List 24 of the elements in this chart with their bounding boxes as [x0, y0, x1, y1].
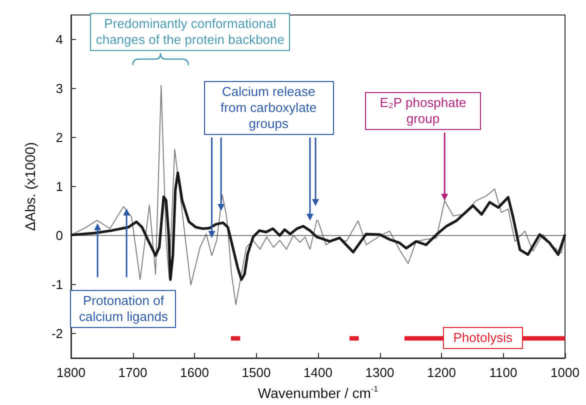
x-tick-label: 1400: [304, 365, 332, 380]
annotation: Predominantly conformational changes of the protein backbone: [90, 13, 290, 52]
y-tick-label: 1: [56, 179, 63, 194]
y-tick-label: 3: [56, 81, 63, 96]
annotation: Calcium release from carboxylate groups: [204, 81, 334, 136]
annotation: E₂P phosphate group: [364, 92, 481, 130]
y-tick-label: 4: [56, 32, 63, 47]
x-tick-label: 1600: [180, 365, 209, 380]
x-tick-label: 1800: [56, 365, 86, 380]
x-tick-label: 1700: [118, 365, 148, 380]
x-tick-label: 1200: [427, 365, 456, 380]
x-tick-label: 1500: [242, 365, 271, 380]
y-tick-label: -1: [51, 277, 63, 292]
x-tick-label: 1100: [489, 365, 518, 380]
line-series: [70, 171, 566, 281]
line-series: [70, 85, 566, 306]
annotation: Protonation of calcium ligands: [70, 290, 176, 328]
x-tick-label: 1300: [365, 365, 394, 380]
y-tick-label: 0: [56, 228, 63, 243]
annotation: Photolysis: [442, 327, 523, 350]
y-axis-title: ΔAbs. (x1000): [22, 142, 38, 231]
y-tick-label: 2: [56, 130, 63, 145]
y-tick-label: -2: [51, 326, 63, 341]
x-tick-label: 1000: [550, 365, 580, 380]
